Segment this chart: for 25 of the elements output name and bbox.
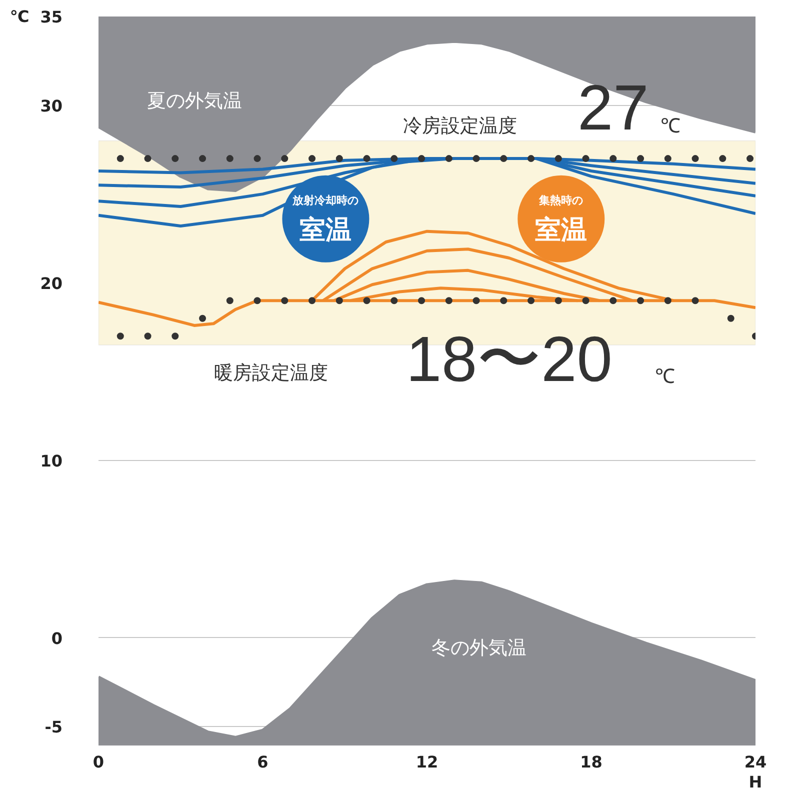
annotation: 室温: [535, 214, 588, 245]
y-tick-label: 20: [40, 274, 62, 293]
x-axis-title: H: [748, 772, 762, 792]
annotation: ℃: [655, 366, 676, 388]
y-tick-label: 0: [51, 628, 63, 648]
annotation: 室温: [300, 214, 352, 245]
y-axis-title: ℃: [10, 7, 30, 26]
annotation: 18〜20: [406, 323, 612, 396]
annotation: ℃: [660, 116, 681, 138]
x-tick-label: 0: [92, 752, 104, 772]
x-tick-label: 6: [257, 752, 268, 772]
annotation: 放射冷却時の: [292, 194, 359, 208]
annotation: 冬の外気温: [432, 638, 527, 660]
annotation: 暖房設定温度: [214, 362, 328, 384]
annotation: 冷房設定温度: [402, 115, 517, 138]
y-tick-label: -5: [44, 718, 63, 737]
y-tick-label: 35: [40, 8, 62, 26]
annotation: 27: [578, 72, 649, 144]
y-tick-label: 30: [40, 96, 62, 116]
annotation: 集熱時の: [538, 194, 584, 208]
annotation: 夏の外気温: [146, 91, 242, 112]
x-tick-label: 18: [580, 752, 602, 772]
x-tick-label: 24: [744, 752, 767, 772]
x-tick-label: 12: [416, 752, 438, 772]
y-tick-label: 10: [40, 451, 62, 470]
